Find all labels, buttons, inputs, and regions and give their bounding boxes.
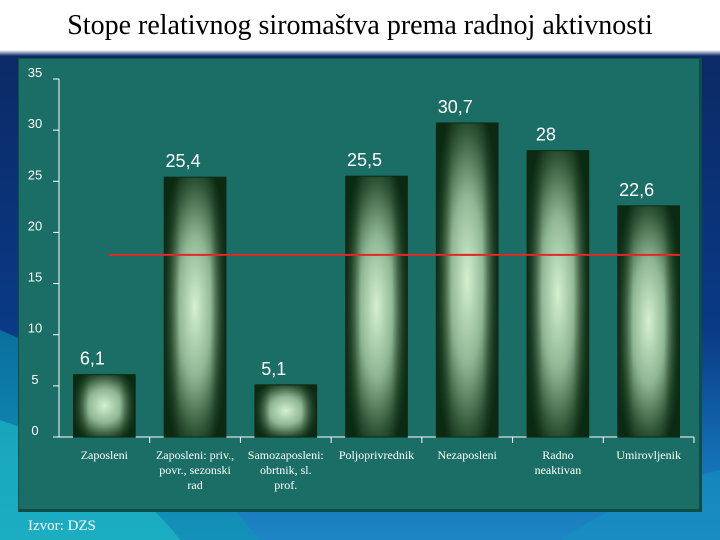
bar [435,122,499,438]
bar-series [73,122,680,438]
data-label: 30,7 [438,97,473,117]
x-tick-label: Zaposleni: priv., povr., sezonski rad [156,448,234,492]
source-note: Izvor: DZS [28,518,96,534]
x-tick-label: Samozaposleni: obrtnik, sl. prof. [248,448,324,492]
chart-panel: 0 5 10 15 20 25 30 35 6,1 25,4 5,1 25,5 30,7 28 22,6 … [18,58,702,512]
data-label: 6,1 [80,349,105,369]
data-labels: 6,1 25,4 5,1 25,5 30,7 28 22,6 [80,97,654,379]
bar [345,175,408,438]
data-label: 25,4 [166,151,201,171]
y-tick-label: 10 [28,321,42,336]
bar [526,150,590,438]
y-tick-label: 0 [31,423,38,438]
y-tick-label: 20 [28,218,42,233]
bar [73,374,136,438]
y-tick-label: 35 [28,65,42,80]
x-tick-label: Poljoprivrednik [339,448,414,462]
slide-title: Stope relativnog siromaštva prema radnoj… [67,10,653,41]
x-tick-label: Umirovljenik [616,448,681,462]
bar [163,176,227,438]
y-tick-label: 30 [28,116,42,131]
x-tick-label: Zaposleni [81,448,129,462]
y-tick-label: 5 [31,372,38,387]
bar [254,384,318,438]
data-label: 22,6 [619,180,654,200]
x-tick-label: Radno neaktivan [535,448,582,477]
x-tick-label: Nezaposleni [438,448,498,462]
data-label: 5,1 [261,359,286,379]
y-tick-label: 25 [28,167,42,182]
data-label: 28 [536,125,556,145]
x-axis-labels: Zaposleni Zaposleni: priv., povr., sezonsk… [81,437,695,492]
bar [617,205,680,438]
y-tick-label: 15 [28,270,42,285]
data-label: 25,5 [347,150,382,170]
